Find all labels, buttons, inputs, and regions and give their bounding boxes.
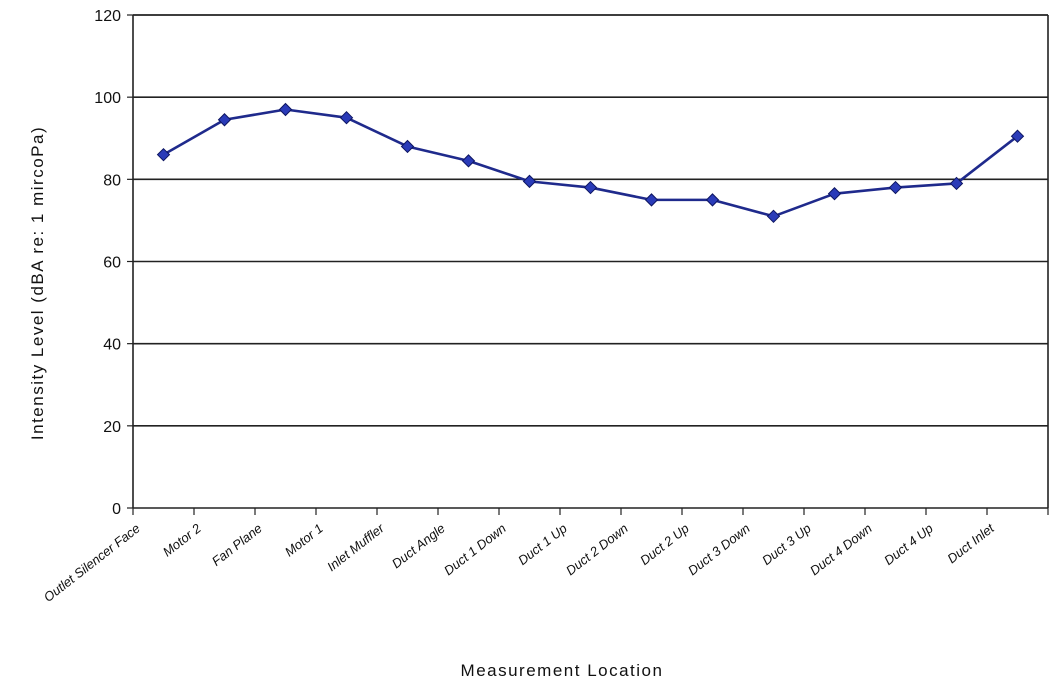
data-point-marker bbox=[278, 102, 293, 117]
data-point-marker bbox=[522, 174, 537, 189]
x-tick-label: Duct 2 Down bbox=[563, 521, 631, 579]
series-line bbox=[162, 108, 1019, 218]
x-tick-label: Duct Inlet bbox=[944, 520, 998, 566]
y-tick-label-80: 80 bbox=[103, 172, 121, 189]
x-tick-label: Duct Angle bbox=[389, 521, 448, 572]
data-point-marker bbox=[766, 209, 781, 224]
y-tick-label-60: 60 bbox=[103, 255, 121, 272]
data-point-marker bbox=[949, 176, 964, 191]
y-tick-labels: 0 20 40 60 80 100 120 bbox=[94, 8, 121, 518]
x-tick-label: Fan Plane bbox=[209, 521, 265, 569]
data-series bbox=[156, 102, 1025, 224]
x-tick-label: Duct 3 Up bbox=[759, 521, 814, 568]
x-tick-labels: Outlet Silencer Face Motor 2 Fan Plane Moto… bbox=[41, 520, 998, 605]
data-point-marker bbox=[1010, 129, 1025, 143]
data-point-marker bbox=[888, 180, 903, 195]
axes bbox=[127, 14, 1049, 515]
data-point-marker bbox=[705, 193, 720, 207]
x-tick-label: Motor 2 bbox=[160, 520, 205, 559]
y-tick-label-20: 20 bbox=[103, 419, 121, 436]
x-tick-label: Inlet Muffler bbox=[324, 520, 387, 574]
x-tick-label: Duct 4 Down bbox=[807, 521, 875, 579]
x-tick-label: Motor 1 bbox=[282, 521, 326, 560]
x-axis-title: Measurement Location bbox=[461, 661, 664, 680]
data-point-marker bbox=[156, 147, 171, 162]
data-point-marker bbox=[827, 187, 842, 201]
data-point-marker bbox=[400, 139, 415, 154]
x-tick-label: Duct 1 Up bbox=[515, 521, 570, 568]
y-tick-label-0: 0 bbox=[112, 501, 121, 518]
y-tick-label-120: 120 bbox=[94, 8, 121, 25]
y-axis-title: Intensity Level (dBA re: 1 mircoPa) bbox=[28, 126, 47, 440]
data-point-marker bbox=[339, 111, 354, 125]
data-point-marker bbox=[583, 180, 598, 195]
x-tick-label: Outlet Silencer Face bbox=[41, 521, 143, 605]
x-tick-label: Duct 3 Down bbox=[685, 521, 753, 579]
data-point-marker bbox=[217, 113, 232, 127]
gridlines bbox=[133, 14, 1048, 427]
x-tick-label: Duct 4 Up bbox=[881, 521, 936, 568]
data-point-marker bbox=[461, 154, 476, 168]
x-tick-label: Duct 1 Down bbox=[441, 521, 509, 579]
y-tick-label-100: 100 bbox=[94, 90, 121, 107]
x-tick-label: Duct 2 Up bbox=[637, 521, 692, 568]
data-point-marker bbox=[644, 193, 659, 207]
y-tick-label-40: 40 bbox=[103, 337, 121, 354]
